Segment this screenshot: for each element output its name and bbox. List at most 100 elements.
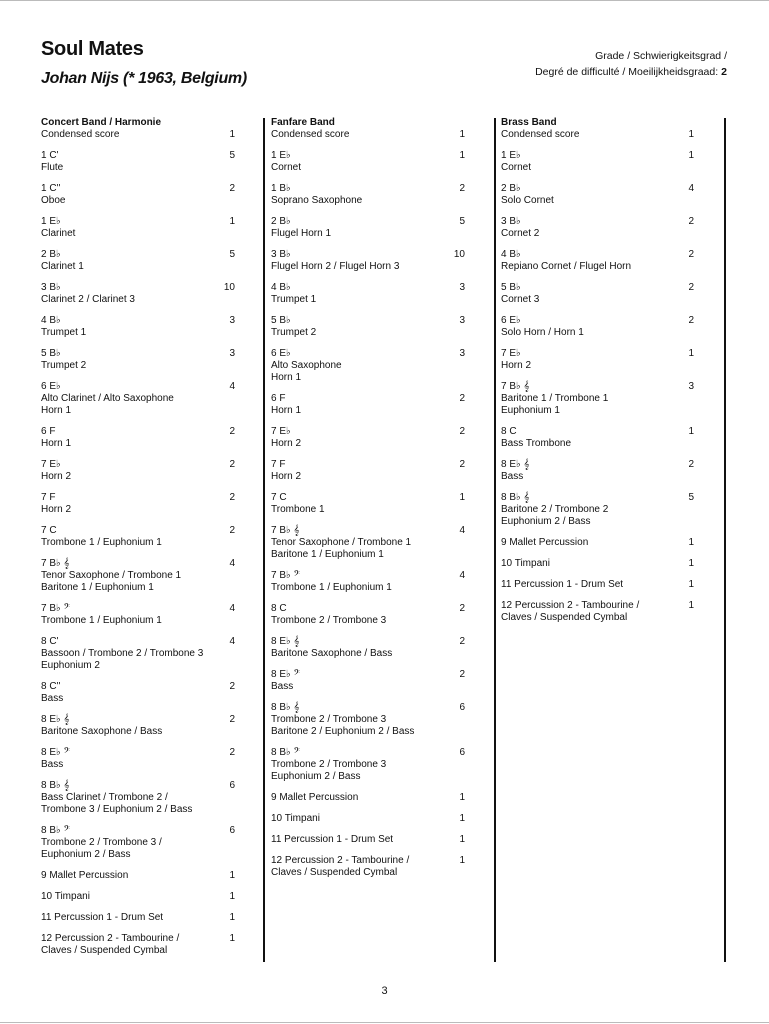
part-name: 12 Percussion 2 - Tambourine /: [271, 855, 410, 866]
part-quantity: 2: [229, 459, 235, 470]
part-entry: 7 B♭ 𝄞 Baritone 1 / Trombone 1 Euphonium 1…: [501, 381, 698, 417]
part-quantity: 2: [688, 216, 694, 227]
part-name: 10 Timpani: [271, 813, 320, 824]
part-name: Euphonium 2 / Bass: [41, 849, 131, 860]
part-key: 6 E♭: [271, 348, 291, 359]
part-key: 1 E♭: [501, 150, 521, 161]
part-name: Trombone 3 / Euphonium 2 / Bass: [41, 804, 193, 815]
part-name: Horn 2: [41, 504, 72, 515]
part-name: Bass: [41, 693, 64, 704]
part-quantity: 3: [459, 315, 465, 326]
part-name: Trumpet 1: [41, 327, 87, 338]
part-name: Claves / Suspended Cymbal: [41, 945, 168, 956]
part-quantity: 6: [459, 702, 465, 713]
part-entry: 5 B♭ Trumpet 2 3: [41, 348, 239, 372]
part-quantity: 1: [688, 537, 694, 548]
part-name: 9 Mallet Percussion: [271, 792, 359, 803]
column-heading: Brass Band: [501, 117, 557, 128]
part-key: 7 F: [41, 492, 56, 503]
part-key: 7 C: [271, 492, 287, 503]
part-quantity: 1: [459, 492, 465, 503]
part-entry: 7 C Trombone 1 / Euphonium 1 2: [41, 525, 239, 549]
part-key: 7 B♭ 𝄞: [271, 525, 300, 536]
part-quantity: 1: [459, 813, 465, 824]
part-quantity: 5: [229, 150, 235, 161]
grade-info: Grade / Schwierigkeitsgrad / Degré de di…: [535, 48, 727, 80]
part-quantity: 2: [459, 636, 465, 647]
part-key: 3 B♭: [41, 282, 61, 293]
part-entry: 8 E♭ 𝄞 Baritone Saxophone / Bass 2: [271, 636, 469, 660]
part-key: 6 F: [271, 393, 286, 404]
part-name: Baritone 1 / Euphonium 1: [271, 549, 384, 560]
part-name: 10 Timpani: [501, 558, 550, 569]
composer: Johan Nijs (* 1963, Belgium): [41, 70, 247, 87]
part-entry: 1 C'' Oboe 2: [41, 183, 239, 207]
part-quantity: 10: [453, 249, 465, 260]
part-quantity: 4: [229, 603, 235, 614]
part-name: Bass Trombone: [501, 438, 572, 449]
part-quantity: 2: [229, 426, 235, 437]
part-name: Horn 1: [41, 405, 72, 416]
part-name: Horn 2: [501, 360, 532, 371]
part-entry: 8 C Bass Trombone 1: [501, 426, 698, 450]
part-entry: 8 B♭ 𝄞 Baritone 2 / Trombone 2 Euphonium 2…: [501, 492, 698, 528]
part-quantity: 1: [229, 912, 235, 923]
part-entry: 9 Mallet Percussion 1: [271, 792, 469, 804]
part-entry: 6 F Horn 1 2: [41, 426, 239, 450]
part-key: 1 E♭: [271, 150, 291, 161]
part-entry: Condensed score 1: [501, 129, 698, 141]
part-quantity: 1: [229, 129, 235, 140]
part-key: 7 E♭: [501, 348, 521, 359]
part-name: Baritone 2 / Euphonium 2 / Bass: [271, 726, 415, 737]
part-quantity: 1: [459, 792, 465, 803]
part-name: 11 Percussion 1 - Drum Set: [41, 912, 164, 923]
part-key: 7 B♭ 𝄞: [41, 558, 70, 569]
part-key: 7 B♭ 𝄞: [501, 381, 530, 392]
part-name: Baritone Saxophone / Bass: [271, 648, 393, 659]
part-key: 8 E♭ 𝄞: [41, 714, 70, 725]
part-quantity: 2: [459, 393, 465, 404]
part-entry: 7 B♭ 𝄞 Tenor Saxophone / Trombone 1 Barito…: [41, 558, 239, 594]
part-key: 8 B♭ 𝄞: [271, 702, 300, 713]
column-divider: [263, 118, 265, 962]
part-quantity: 1: [459, 834, 465, 845]
part-quantity: 2: [229, 747, 235, 758]
part-name: Horn 1: [271, 405, 302, 416]
part-key: 8 C'': [41, 681, 61, 692]
part-name: Trombone 1 / Euphonium 1: [41, 537, 162, 548]
grade-label-2: Degré de difficulté / Moeilijkheidsgraad…: [535, 66, 719, 78]
part-entry: 8 C Trombone 2 / Trombone 3 2: [271, 603, 469, 627]
part-quantity: 4: [229, 381, 235, 392]
part-quantity: 6: [459, 747, 465, 758]
grade-label-1: Grade / Schwierigkeitsgrad /: [595, 50, 727, 62]
part-quantity: 4: [229, 636, 235, 647]
part-name: Condensed score: [271, 129, 350, 140]
part-quantity: 5: [229, 249, 235, 260]
part-key: 4 B♭: [271, 282, 291, 293]
part-quantity: 1: [229, 891, 235, 902]
part-key: 7 C: [41, 525, 57, 536]
part-name: Tenor Saxophone / Trombone 1: [41, 570, 182, 581]
part-quantity: 2: [459, 603, 465, 614]
top-edge: [0, 0, 769, 1]
part-entry: 4 B♭ Repiano Cornet / Flugel Horn 2: [501, 249, 698, 273]
part-quantity: 1: [688, 579, 694, 590]
part-quantity: 1: [229, 216, 235, 227]
part-quantity: 1: [688, 558, 694, 569]
part-name: Claves / Suspended Cymbal: [271, 867, 398, 878]
part-name: 9 Mallet Percussion: [501, 537, 589, 548]
part-entry: 8 B♭ 𝄞 Trombone 2 / Trombone 3 Baritone 2 …: [271, 702, 469, 738]
part-quantity: 4: [229, 558, 235, 569]
part-name: Cornet: [501, 162, 532, 173]
part-entry: 12 Percussion 2 - Tambourine / Claves / S…: [41, 933, 239, 957]
part-name: Oboe: [41, 195, 66, 206]
part-entry: 8 E♭ 𝄢 Bass 2: [271, 669, 469, 693]
part-entry: 7 B♭ 𝄢 Trombone 1 / Euphonium 1 4: [271, 570, 469, 594]
part-name: 11 Percussion 1 - Drum Set: [501, 579, 624, 590]
part-name: Claves / Suspended Cymbal: [501, 612, 628, 623]
part-key: 8 C: [501, 426, 517, 437]
part-name: Tenor Saxophone / Trombone 1: [271, 537, 412, 548]
part-key: 5 B♭: [271, 315, 291, 326]
part-name: Bass Clarinet / Trombone 2 /: [41, 792, 168, 803]
part-key: 8 C': [41, 636, 59, 647]
